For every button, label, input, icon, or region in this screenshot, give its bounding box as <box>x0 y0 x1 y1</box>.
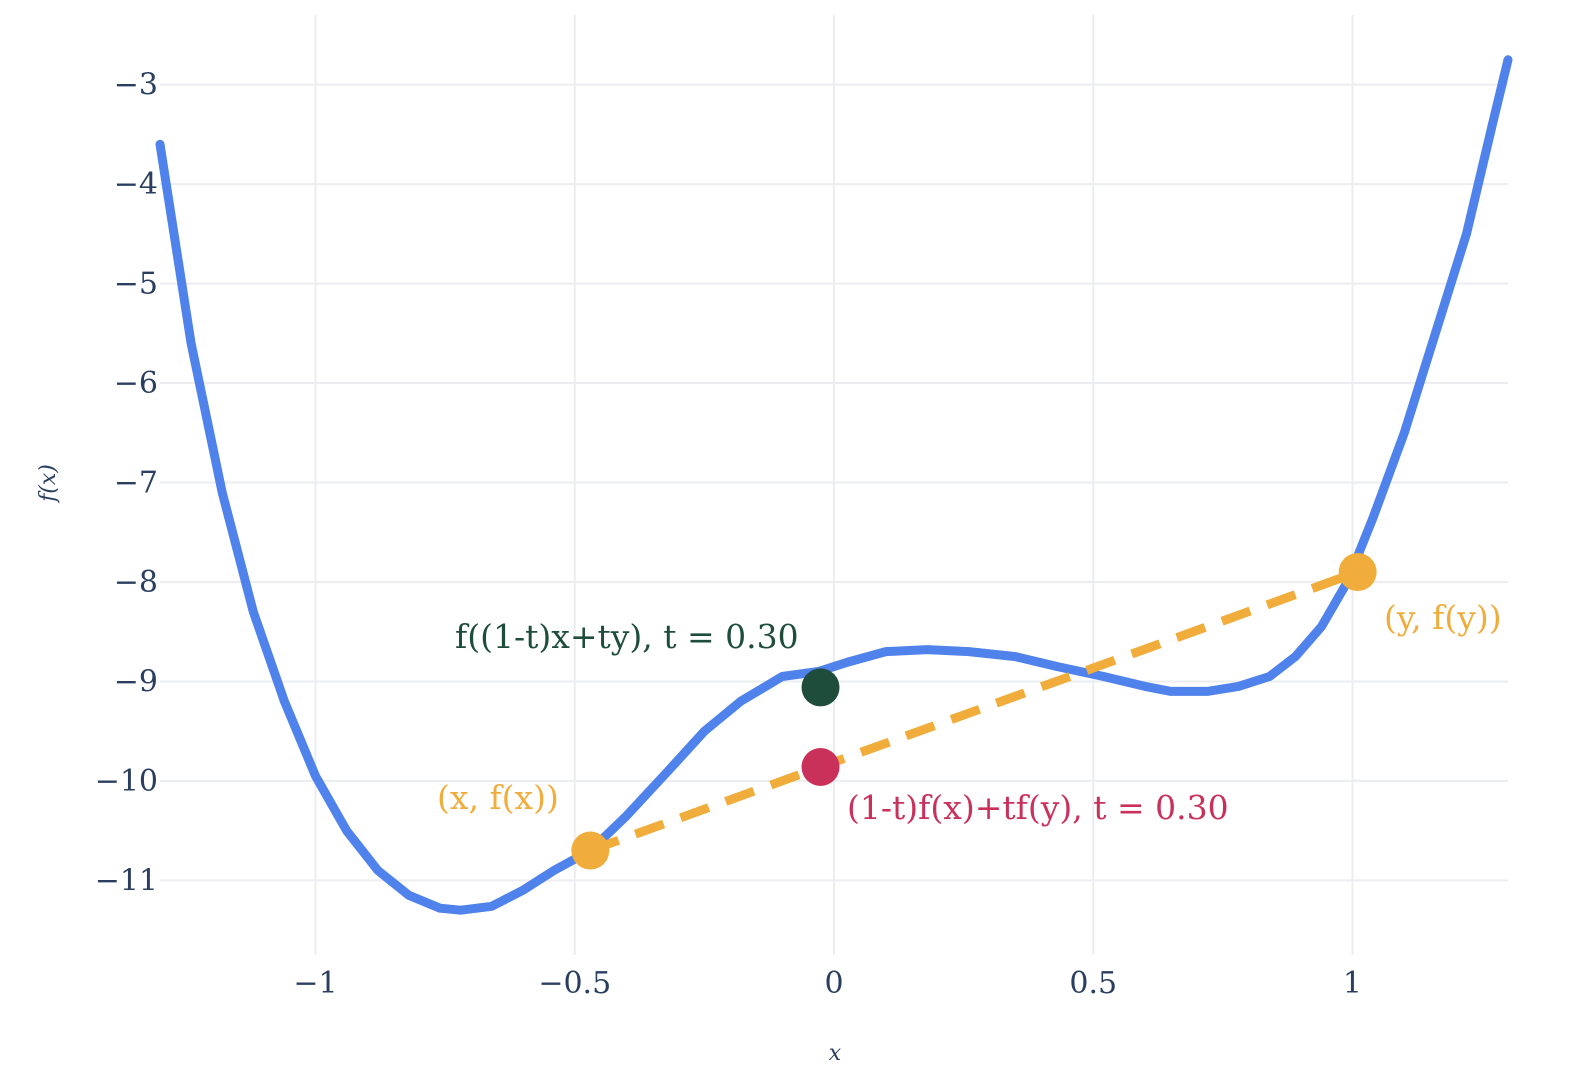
y-tick-label: −8 <box>114 565 158 600</box>
grid-layer <box>160 15 1508 955</box>
point-x-fx <box>571 831 610 870</box>
x-tick-label: −1 <box>293 966 337 1001</box>
y-tick-labels: −3 −4 −5 −6 −7 −8 −9 −10 −11 <box>95 68 158 899</box>
y-tick-label: −10 <box>95 764 158 799</box>
secant-chord-line <box>588 567 1360 855</box>
point-y-fy <box>1338 553 1377 592</box>
x-tick-label: 1 <box>1343 966 1362 1001</box>
x-tick-label: 0 <box>824 966 843 1001</box>
y-tick-label: −11 <box>95 863 158 898</box>
annotation-y-fy: (y, f(y)) <box>1384 598 1502 637</box>
y-tick-label: −3 <box>114 68 158 103</box>
series-layer <box>155 55 1513 915</box>
x-tick-label: −0.5 <box>538 966 611 1001</box>
annotation-convex-combination: (1-t)f(x)+tf(y), t = 0.30 <box>847 788 1229 827</box>
point-convex-combination <box>801 748 840 786</box>
y-tick-label: −5 <box>114 267 158 302</box>
points-layer <box>571 553 1377 870</box>
y-tick-label: −4 <box>114 167 158 202</box>
y-tick-label: −6 <box>114 366 158 401</box>
x-tick-labels: −1 −0.5 0 0.5 1 <box>293 966 1362 1001</box>
point-f-combination <box>801 668 840 707</box>
x-axis-title: x <box>829 1041 842 1066</box>
y-axis-title: f(x) <box>36 464 61 504</box>
y-tick-label: −7 <box>114 466 158 501</box>
y-tick-label: −9 <box>114 664 158 699</box>
annotation-x-fx: (x, f(x)) <box>437 778 559 817</box>
function-curve <box>155 55 1513 915</box>
x-tick-label: 0.5 <box>1069 966 1117 1001</box>
annotation-f-combination: f((1-t)x+ty), t = 0.30 <box>455 617 799 656</box>
